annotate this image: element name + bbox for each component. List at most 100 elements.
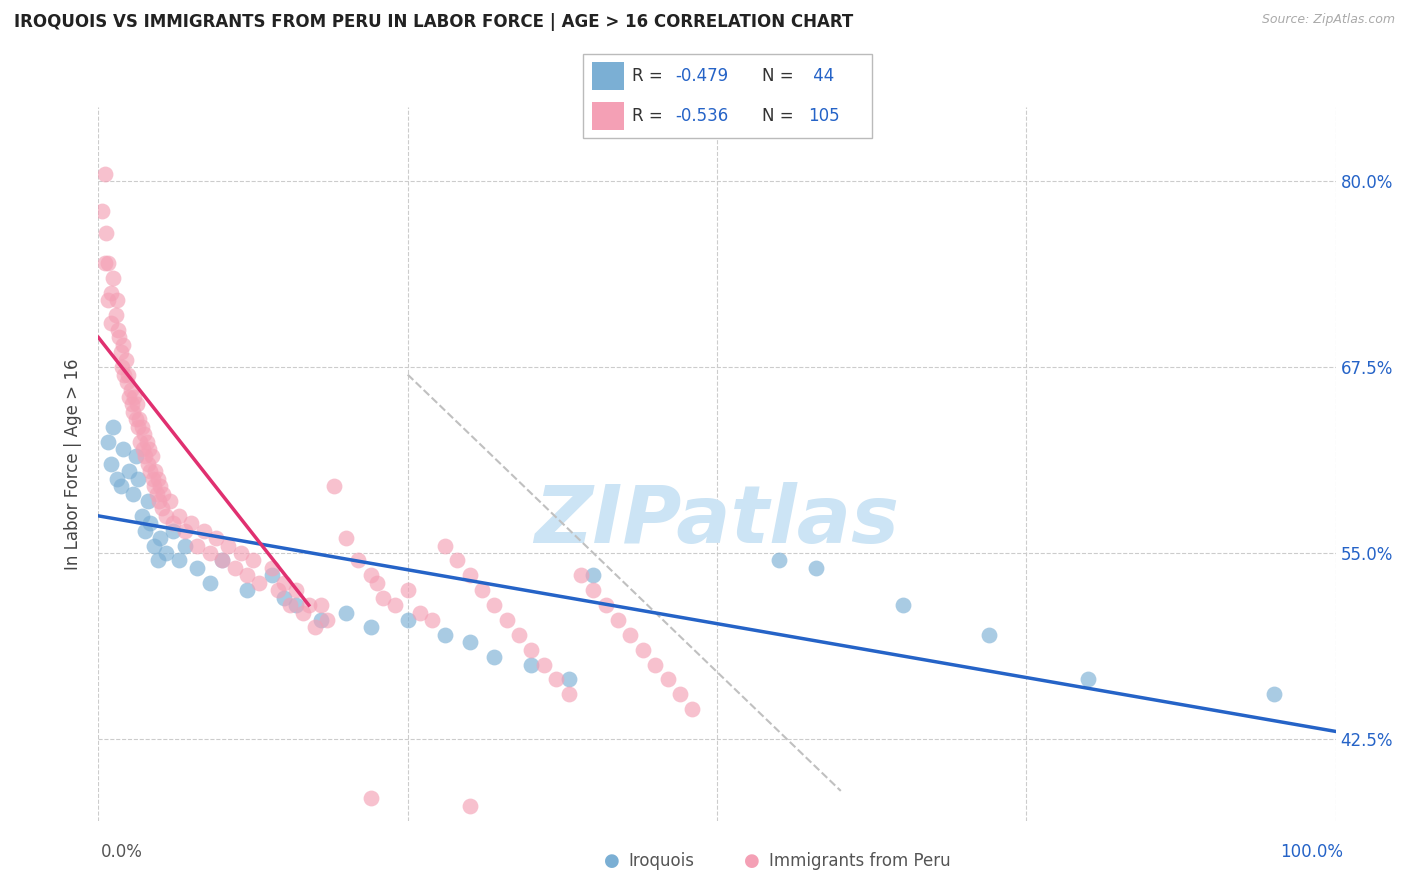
Point [298,598,321,612]
Point [122,486,145,500]
Point [115,375,138,389]
Text: ZIPatlas: ZIPatlas [534,482,900,560]
Point [211,553,233,567]
Point [180,516,202,531]
Point [93,167,115,181]
Point [143,479,166,493]
Point [458,798,481,813]
Point [458,568,481,582]
Point [167,553,190,567]
Point [224,561,246,575]
Point [143,539,166,553]
Text: ●: ● [744,852,761,870]
Point [582,568,605,582]
Point [100,457,122,471]
Point [105,293,128,308]
Point [335,606,357,620]
Point [768,553,790,567]
Point [322,479,344,493]
Point [619,628,641,642]
Point [145,486,167,500]
Text: -0.479: -0.479 [676,67,728,85]
Point [131,419,153,434]
Text: 0.0%: 0.0% [101,843,143,861]
Point [124,390,146,404]
Point [159,494,181,508]
Point [446,553,468,567]
Point [360,568,382,582]
Point [132,442,155,456]
Bar [592,62,624,90]
Point [309,598,332,612]
Point [110,479,132,493]
Point [118,390,141,404]
Point [139,464,162,478]
Text: ●: ● [603,852,620,870]
Point [146,553,169,567]
Point [433,628,456,642]
Point [557,673,579,687]
Point [138,442,160,456]
Point [91,204,114,219]
Point [149,479,172,493]
Point [141,450,163,464]
Point [111,360,134,375]
Point [247,575,270,590]
Point [669,687,692,701]
Point [657,673,679,687]
Point [134,427,156,442]
Point [162,516,184,531]
Point [127,472,149,486]
Point [546,673,568,687]
Point [162,524,184,538]
Point [97,434,120,449]
Point [112,338,135,352]
Point [198,546,221,560]
Point [260,561,283,575]
Point [371,591,394,605]
Text: N =: N = [762,67,799,85]
Point [273,575,295,590]
Point [193,524,215,538]
Point [155,508,177,523]
Point [205,531,228,545]
Point [112,442,135,456]
Point [347,553,370,567]
Point [384,598,406,612]
Point [117,368,139,382]
Point [495,613,517,627]
Point [121,397,143,411]
Point [97,293,120,308]
Text: Source: ZipAtlas.com: Source: ZipAtlas.com [1261,13,1395,27]
Point [124,450,146,464]
Point [100,316,122,330]
Point [229,546,252,560]
Point [569,568,592,582]
Point [110,345,132,359]
Point [93,256,115,270]
Point [360,791,382,805]
Text: N =: N = [762,107,799,125]
Text: -0.536: -0.536 [676,107,728,125]
Point [458,635,481,649]
Point [134,450,156,464]
Point [127,419,149,434]
Point [422,613,444,627]
Point [136,457,159,471]
Point [100,285,122,300]
Point [149,531,172,545]
Point [103,419,125,434]
Point [131,508,153,523]
Text: IROQUOIS VS IMMIGRANTS FROM PERU IN LABOR FORCE | AGE > 16 CORRELATION CHART: IROQUOIS VS IMMIGRANTS FROM PERU IN LABO… [14,13,853,31]
Text: 100.0%: 100.0% [1279,843,1343,861]
Point [285,583,308,598]
Point [804,561,827,575]
Point [128,412,150,426]
Point [267,583,290,598]
Text: Iroquois: Iroquois [628,852,695,870]
Point [114,352,136,367]
Point [644,657,666,672]
Point [125,397,148,411]
Point [135,434,157,449]
Point [103,271,125,285]
